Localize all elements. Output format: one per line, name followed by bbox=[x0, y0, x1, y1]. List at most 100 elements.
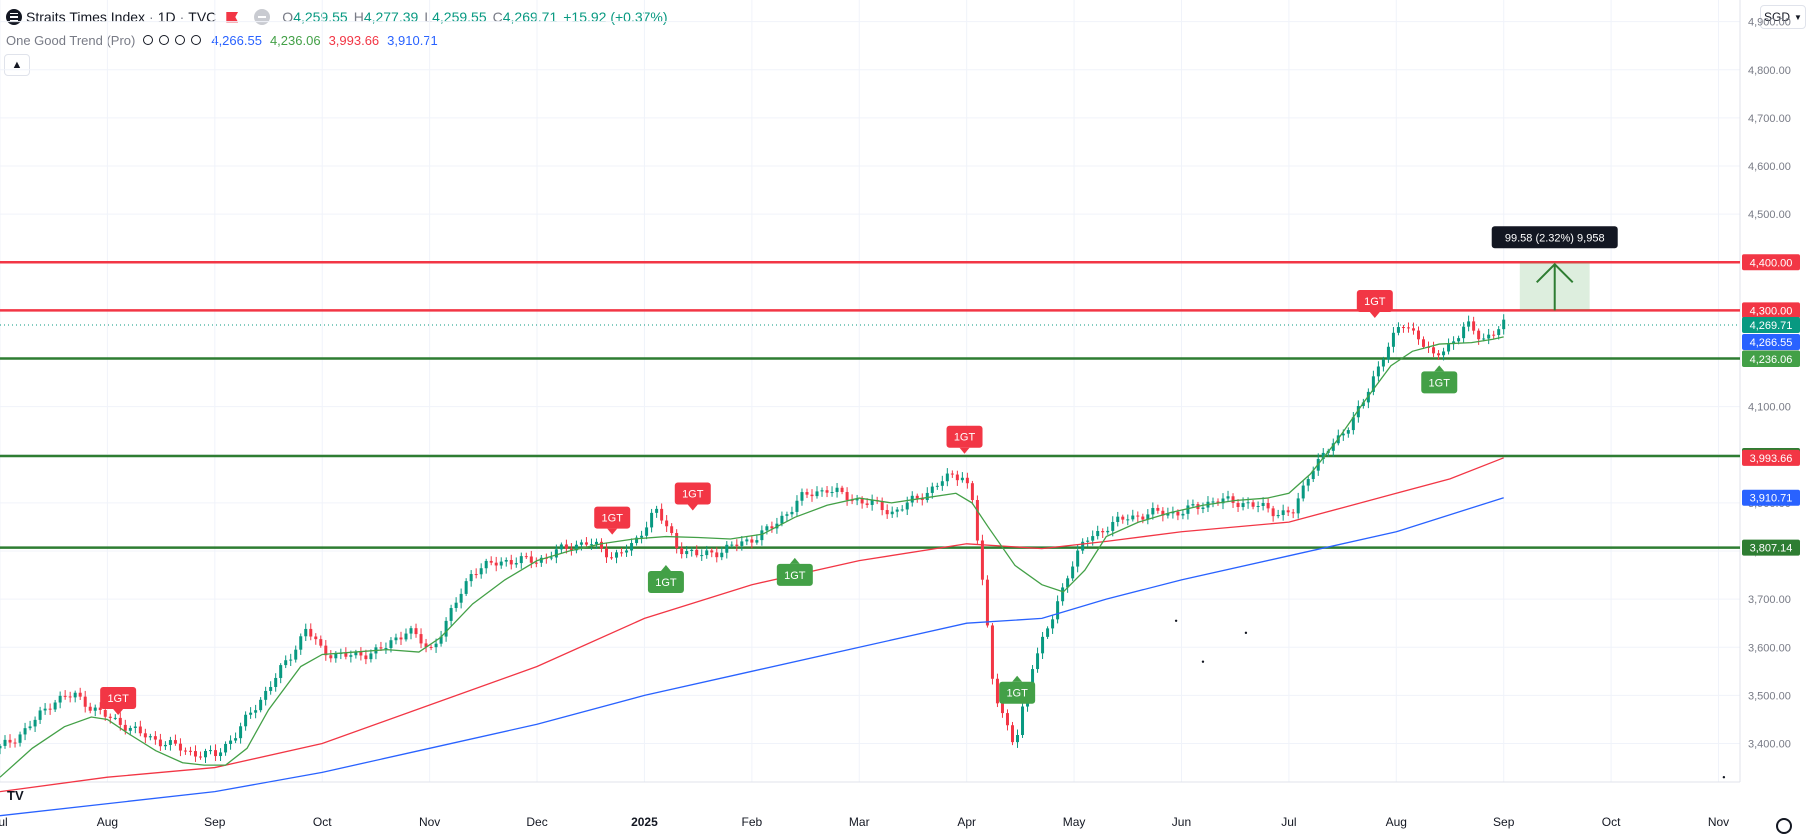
candle-body bbox=[1487, 334, 1491, 339]
candle-body bbox=[314, 636, 318, 640]
candle-body bbox=[870, 500, 874, 505]
scatter-dot bbox=[1244, 631, 1248, 635]
x-tick-label: Oct bbox=[1602, 815, 1621, 829]
candle-body bbox=[249, 712, 253, 715]
eye-icon[interactable] bbox=[143, 35, 154, 45]
candle-body bbox=[369, 653, 373, 660]
scatter-dot bbox=[1722, 775, 1726, 779]
sell-signal-label: 1GT bbox=[682, 489, 704, 501]
candle-body bbox=[1472, 321, 1476, 331]
candle-body bbox=[1502, 319, 1506, 330]
buy-signal: 1GT bbox=[1421, 365, 1458, 394]
gear-icon[interactable] bbox=[1776, 818, 1792, 834]
candle-body bbox=[264, 690, 268, 700]
eye-icon[interactable] bbox=[175, 35, 186, 45]
candle-body bbox=[895, 509, 899, 512]
candle-body bbox=[1286, 510, 1290, 513]
sell-signal: 1GT bbox=[594, 506, 631, 535]
currency-label: SGD bbox=[1764, 10, 1791, 24]
candle-body bbox=[18, 734, 22, 743]
candle-body bbox=[1266, 502, 1270, 509]
x-tick-label: Sep bbox=[1493, 815, 1515, 829]
candle-body bbox=[1422, 339, 1426, 347]
candle-body bbox=[1321, 452, 1325, 460]
candle-body bbox=[1151, 507, 1155, 515]
candle-body bbox=[153, 736, 157, 740]
indicator-legend[interactable]: One Good Trend (Pro) 4,266.55 4,236.06 3… bbox=[6, 30, 438, 50]
buy-signal-pointer bbox=[1012, 675, 1023, 682]
candle-body bbox=[880, 501, 884, 511]
candle-body bbox=[1111, 521, 1115, 531]
candle-body bbox=[379, 647, 383, 649]
candle-body bbox=[1176, 511, 1180, 516]
candle-body bbox=[1371, 376, 1375, 392]
measure-label: 99.58 (2.32%) 9,958 bbox=[1505, 232, 1605, 244]
candle-body bbox=[219, 752, 223, 757]
candle-body bbox=[985, 579, 989, 626]
candle-body bbox=[1005, 713, 1009, 726]
candle-body bbox=[279, 665, 283, 678]
level-price-label: 3,807.14 bbox=[1750, 543, 1793, 555]
candle-body bbox=[1000, 703, 1004, 714]
candle-body bbox=[1086, 540, 1090, 542]
candle-body bbox=[459, 593, 463, 603]
menu-icon[interactable] bbox=[6, 9, 22, 25]
interval-label[interactable]: 1D bbox=[157, 9, 176, 25]
candle-body bbox=[750, 539, 754, 543]
candle-body bbox=[73, 692, 77, 698]
candle-body bbox=[855, 499, 859, 501]
candle-body bbox=[1081, 541, 1085, 551]
candle-body bbox=[1036, 653, 1040, 670]
candle-body bbox=[524, 556, 528, 558]
tradingview-logo-icon[interactable]: TV bbox=[7, 788, 24, 803]
candle-body bbox=[945, 473, 949, 482]
eye-icon[interactable] bbox=[191, 35, 202, 45]
buy-signal: 1GT bbox=[776, 557, 813, 586]
candle-body bbox=[88, 706, 92, 711]
candle-body bbox=[860, 499, 864, 504]
candle-body bbox=[344, 652, 348, 657]
low-value: L4,259.55 bbox=[424, 9, 487, 25]
candle-body bbox=[1191, 504, 1195, 506]
buy-signal-label: 1GT bbox=[655, 577, 677, 589]
open-value: O4,259.55 bbox=[282, 9, 348, 25]
indicator-value-1: 4,266.55 bbox=[211, 32, 262, 48]
measure-arrow-head bbox=[1536, 262, 1574, 283]
indicator-name[interactable]: One Good Trend (Pro) bbox=[6, 32, 136, 48]
candle-body bbox=[1291, 512, 1295, 514]
sell-signal-pointer bbox=[687, 504, 698, 511]
candle-body bbox=[434, 643, 438, 648]
candle-body bbox=[1061, 587, 1065, 602]
candle-body bbox=[650, 512, 654, 528]
eye-icon[interactable] bbox=[159, 35, 170, 45]
minus-circle-icon[interactable] bbox=[254, 9, 271, 25]
x-tick-label: Nov bbox=[419, 815, 440, 829]
collapse-legend-button[interactable]: ▲ bbox=[4, 54, 30, 76]
candle-body bbox=[53, 702, 57, 710]
candle-body bbox=[960, 477, 964, 481]
candle-body bbox=[1041, 636, 1045, 654]
candle-body bbox=[645, 527, 649, 536]
x-tick-label: Jul bbox=[0, 815, 8, 829]
candle-body bbox=[760, 530, 764, 541]
y-tick-label: 4,100.00 bbox=[1748, 402, 1791, 414]
candle-body bbox=[955, 474, 959, 481]
x-tick-label: Oct bbox=[313, 815, 332, 829]
candle-body bbox=[1462, 326, 1466, 339]
candle-body bbox=[635, 537, 639, 544]
symbol-title[interactable]: Straits Times Index bbox=[26, 9, 146, 25]
chevron-down-icon: ▼ bbox=[1794, 12, 1802, 22]
scatter-dot bbox=[1174, 619, 1178, 622]
candle-body bbox=[569, 548, 573, 551]
current-price-box bbox=[1742, 333, 1800, 350]
candle-body bbox=[0, 745, 2, 749]
candle-body bbox=[990, 625, 994, 679]
candle-body bbox=[519, 556, 523, 564]
buy-signal: 1GT bbox=[999, 675, 1036, 704]
currency-selector[interactable]: SGD ▼ bbox=[1760, 5, 1806, 29]
flag-icon[interactable] bbox=[226, 11, 239, 23]
candle-body bbox=[950, 473, 954, 475]
candle-body bbox=[8, 739, 12, 743]
sell-signal-label: 1GT bbox=[107, 693, 129, 705]
